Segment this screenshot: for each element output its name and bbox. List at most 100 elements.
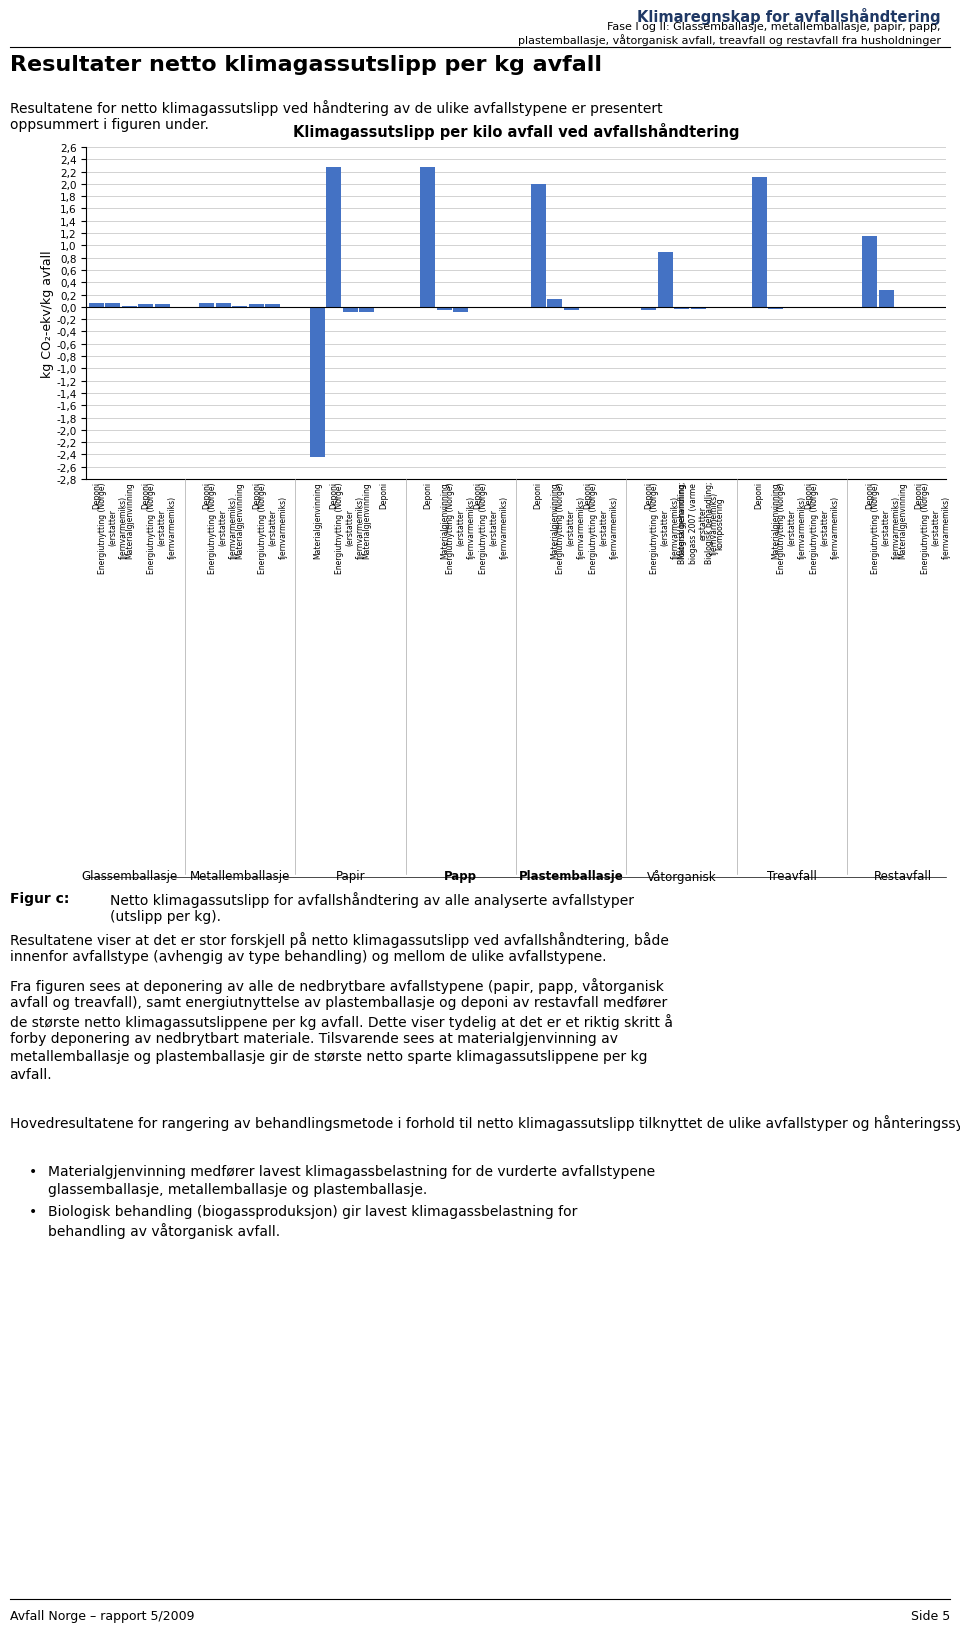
Text: avfall og treavfall), samt energiutnyttelse av plastemballasje og deponi av rest: avfall og treavfall), samt energiutnytte… — [10, 995, 667, 1010]
Text: Resultatene viser at det er stor forskjell på netto klimagassutslipp ved avfalls: Resultatene viser at det er stor forskje… — [10, 931, 668, 947]
Bar — [531, 185, 546, 308]
Text: Deponi: Deponi — [203, 482, 211, 508]
Text: Resultater netto klimagassutslipp per kg avfall: Resultater netto klimagassutslipp per kg… — [10, 56, 602, 75]
Bar — [199, 303, 214, 308]
Bar — [88, 303, 104, 308]
Text: Materialgjenvinning: Materialgjenvinning — [550, 482, 560, 559]
Text: Materialgjenvinning: Materialgjenvinning — [362, 482, 372, 559]
Text: Biologisk behandling (biogassproduksjon) gir lavest klimagassbelastning for: Biologisk behandling (biogassproduksjon)… — [48, 1205, 577, 1218]
Bar — [690, 308, 706, 310]
Text: Deponi: Deponi — [915, 482, 924, 508]
Text: Biologisk behandling;
kompostering: Biologisk behandling; kompostering — [705, 482, 725, 564]
Text: Materialgjenvinning: Materialgjenvinning — [677, 482, 686, 559]
Text: (utslipp per kg).: (utslipp per kg). — [110, 910, 222, 923]
Bar — [155, 305, 170, 308]
Text: Fra figuren sees at deponering av alle de nedbrytbare avfallstypene (papir, papp: Fra figuren sees at deponering av alle d… — [10, 977, 663, 993]
Text: Klimaregnskap for avfallshåndtering: Klimaregnskap for avfallshåndtering — [637, 8, 941, 25]
Text: Deponi: Deponi — [329, 482, 338, 508]
Text: Materialgjenvinning: Materialgjenvinning — [440, 482, 448, 559]
Text: Avfall Norge – rapport 5/2009: Avfall Norge – rapport 5/2009 — [10, 1609, 194, 1623]
Text: Deponi: Deponi — [379, 482, 388, 508]
Text: Materialgjenvinning: Materialgjenvinning — [125, 482, 133, 559]
Text: Resultatene for netto klimagassutslipp ved håndtering av de ulike avfallstypene : Resultatene for netto klimagassutslipp v… — [10, 100, 662, 116]
Text: Deponi: Deponi — [252, 482, 261, 508]
Bar — [641, 308, 657, 311]
Text: Deponi: Deponi — [584, 482, 592, 508]
Text: Energiutnytting (Norge)
(erstatter
fjernvarmemiks): Energiutnytting (Norge) (erstatter fjern… — [589, 482, 619, 574]
Text: Energiutnytting (Norge)
(erstatter
fjernvarmemiks): Energiutnytting (Norge) (erstatter fjern… — [778, 482, 807, 574]
Bar — [658, 252, 673, 308]
Text: Deponi: Deponi — [92, 482, 101, 508]
Text: Side 5: Side 5 — [911, 1609, 950, 1623]
Bar — [310, 308, 324, 459]
Text: behandling av våtorganisk avfall.: behandling av våtorganisk avfall. — [48, 1223, 280, 1237]
Text: plastemballasje, våtorganisk avfall, treavfall og restavfall fra husholdninger: plastemballasje, våtorganisk avfall, tre… — [517, 34, 941, 46]
Text: Energiutnytting (Norge)
(erstatter
fjernvarmemiks): Energiutnytting (Norge) (erstatter fjern… — [208, 482, 238, 574]
Text: •: • — [29, 1205, 37, 1218]
Text: Deponi: Deponi — [644, 482, 653, 508]
Text: Energiutnytting (Norge)
(erstatter
fjernvarmemiks): Energiutnytting (Norge) (erstatter fjern… — [148, 482, 178, 574]
Text: Materialgjenvinning: Materialgjenvinning — [235, 482, 244, 559]
Title: Klimagassutslipp per kilo avfall ved avfallshåndtering: Klimagassutslipp per kilo avfall ved avf… — [293, 123, 739, 139]
Bar — [674, 308, 689, 310]
Text: Energiutnytting (Norge)
(erstatter
fjernvarmemiks): Energiutnytting (Norge) (erstatter fjern… — [479, 482, 509, 574]
Text: Fase I og II: Glassemballasje, metallemballasje, papir, papp,: Fase I og II: Glassemballasje, metallemb… — [608, 21, 941, 33]
Text: Energiutnytting (Norge)
(erstatter
fjernvarmemiks): Energiutnytting (Norge) (erstatter fjern… — [921, 482, 950, 574]
Bar — [564, 308, 579, 311]
Bar — [326, 169, 342, 308]
Text: Energiutnytting (Norge)
(erstatter
fjernvarmemiks): Energiutnytting (Norge) (erstatter fjern… — [445, 482, 475, 574]
Text: metallemballasje og plastemballasje gir de største netto sparte klimagassutslipp: metallemballasje og plastemballasje gir … — [10, 1049, 647, 1064]
Text: Energiutnytting (Norge)
(erstatter
fjernvarmemiks): Energiutnytting (Norge) (erstatter fjern… — [810, 482, 840, 574]
Text: avfall.: avfall. — [10, 1067, 52, 1082]
Bar — [216, 303, 231, 308]
Bar — [420, 169, 435, 308]
Text: oppsummert i figuren under.: oppsummert i figuren under. — [10, 118, 208, 131]
Text: Våtorganisk: Våtorganisk — [647, 869, 716, 883]
Bar — [343, 308, 358, 313]
Text: Glassemballasje: Glassemballasje — [82, 869, 178, 882]
Text: Energiutnytting (Norge)
(erstatter
fjernvarmemiks): Energiutnytting (Norge) (erstatter fjern… — [650, 482, 680, 574]
Text: Materialgjenvinning medfører lavest klimagassbelastning for de vurderte avfallst: Materialgjenvinning medfører lavest klim… — [48, 1164, 655, 1178]
Text: Plastemballasje: Plastemballasje — [518, 869, 624, 882]
Bar — [752, 177, 767, 308]
Bar — [862, 238, 877, 308]
Bar — [359, 308, 374, 313]
Text: Deponi: Deponi — [804, 482, 813, 508]
Text: Deponi: Deponi — [534, 482, 542, 508]
Text: glassemballasje, metallemballasje og plastemballasje.: glassemballasje, metallemballasje og pla… — [48, 1182, 427, 1196]
Text: de største netto klimagassutslippene per kg avfall. Dette viser tydelig at det e: de største netto klimagassutslippene per… — [10, 1013, 673, 1029]
Text: forby deponering av nedbrytbart materiale. Tilsvarende sees at materialgjenvinni: forby deponering av nedbrytbart material… — [10, 1031, 617, 1046]
Bar — [878, 292, 894, 308]
Text: innenfor avfallstype (avhengig av type behandling) og mellom de ulike avfallstyp: innenfor avfallstype (avhengig av type b… — [10, 949, 606, 964]
Bar — [768, 308, 783, 310]
Text: Deponi: Deponi — [755, 482, 764, 508]
Bar — [106, 303, 120, 308]
Text: Materialgjenvinning: Materialgjenvinning — [771, 482, 780, 559]
Text: Energiutnytting (Norge)
(erstatter
fjernvarmemiks): Energiutnytting (Norge) (erstatter fjern… — [98, 482, 128, 574]
Text: Deponi: Deponi — [472, 482, 482, 508]
Text: Energiutnytting (Norge)
(erstatter
fjernvarmemiks): Energiutnytting (Norge) (erstatter fjern… — [557, 482, 587, 574]
Bar — [249, 305, 264, 308]
Text: Deponi: Deponi — [141, 482, 151, 508]
Bar — [453, 308, 468, 313]
Bar — [265, 305, 280, 308]
Text: Materialgjenvinning: Materialgjenvinning — [899, 482, 907, 559]
Text: Hovedresultatene for rangering av behandlingsmetode i forhold til netto klimagas: Hovedresultatene for rangering av behand… — [10, 1115, 960, 1131]
Text: Netto klimagassutslipp for avfallshåndtering av alle analyserte avfallstyper: Netto klimagassutslipp for avfallshåndte… — [110, 892, 635, 908]
Text: Figur c:: Figur c: — [10, 892, 69, 905]
Text: Deponi: Deponi — [865, 482, 875, 508]
Text: Metallemballasje: Metallemballasje — [190, 869, 290, 882]
Text: Deponi: Deponi — [423, 482, 432, 508]
Y-axis label: kg CO₂-ekv/kg avfall: kg CO₂-ekv/kg avfall — [40, 251, 54, 377]
Text: Energiutnytting (Norge)
(erstatter
fjernvarmemiks): Energiutnytting (Norge) (erstatter fjern… — [258, 482, 288, 574]
Text: Papir: Papir — [335, 869, 365, 882]
Text: Energiutnytting (Norge)
(erstatter
fjernvarmemiks): Energiutnytting (Norge) (erstatter fjern… — [872, 482, 901, 574]
Text: Treavfall: Treavfall — [767, 869, 817, 882]
Text: Materialgjenvinning: Materialgjenvinning — [313, 482, 322, 559]
Text: Energiutnytting (Norge)
(erstatter
fjernvarmemiks): Energiutnytting (Norge) (erstatter fjern… — [335, 482, 365, 574]
Bar — [138, 305, 154, 308]
Text: Biologisk behandling;
biogass 2007 (varme
erstatter
fjernvarmemiks): Biologisk behandling; biogass 2007 (varm… — [678, 482, 718, 564]
Text: •: • — [29, 1164, 37, 1178]
Bar — [437, 308, 452, 311]
Text: Restavfall: Restavfall — [874, 869, 932, 882]
